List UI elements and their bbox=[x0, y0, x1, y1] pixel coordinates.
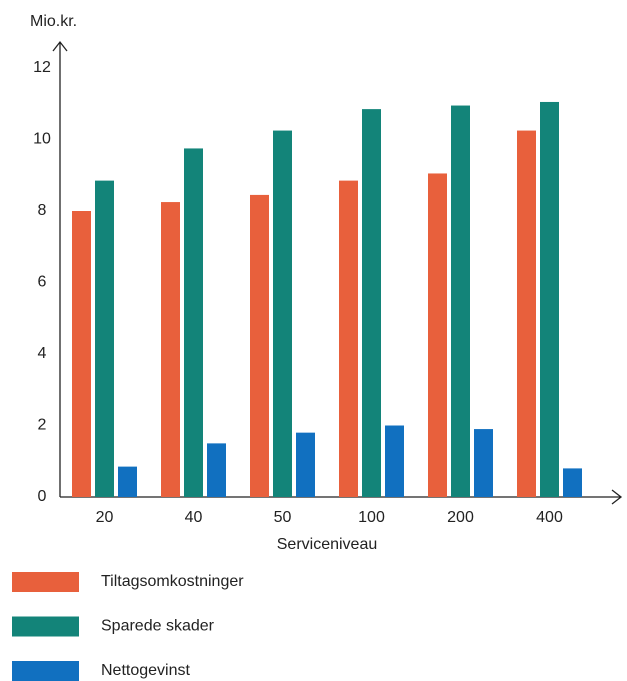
bar bbox=[250, 194, 269, 497]
legend-swatch bbox=[12, 572, 79, 592]
bar bbox=[362, 109, 381, 498]
bar bbox=[95, 180, 114, 498]
y-axis-title: Mio.kr. bbox=[30, 13, 77, 30]
legend-swatch bbox=[12, 661, 79, 681]
bar bbox=[296, 432, 315, 497]
bar bbox=[118, 466, 137, 497]
bar bbox=[563, 468, 582, 497]
bar bbox=[339, 180, 358, 498]
x-tick-label: 40 bbox=[185, 509, 203, 526]
bar bbox=[207, 443, 226, 497]
x-tick-label: 20 bbox=[96, 509, 114, 526]
bar bbox=[517, 130, 536, 497]
y-axis bbox=[52, 40, 68, 497]
legend-label: Nettogevinst bbox=[101, 662, 190, 679]
y-tick-label: 12 bbox=[33, 59, 51, 76]
bar bbox=[161, 202, 180, 497]
bar bbox=[184, 148, 203, 497]
y-tick-label: 4 bbox=[38, 345, 47, 362]
y-tick-label: 0 bbox=[38, 488, 47, 505]
bar bbox=[474, 429, 493, 497]
bar bbox=[273, 130, 292, 497]
x-tick-label: 400 bbox=[536, 509, 563, 526]
bar bbox=[540, 101, 559, 498]
y-tick-label: 6 bbox=[38, 274, 47, 291]
bar bbox=[72, 211, 91, 497]
y-tick-label: 10 bbox=[33, 131, 51, 148]
legend-label: Sparede skader bbox=[101, 618, 215, 635]
legend-swatch bbox=[12, 616, 79, 637]
legend-label: Tiltagsomkostninger bbox=[101, 573, 244, 590]
x-tick-label: 100 bbox=[358, 509, 385, 526]
y-tick-label: 8 bbox=[38, 202, 47, 219]
bar bbox=[428, 173, 447, 497]
x-tick-label: 50 bbox=[274, 509, 292, 526]
x-axis-title: Serviceniveau bbox=[277, 536, 378, 553]
y-tick-label: 2 bbox=[38, 417, 47, 434]
bar bbox=[451, 105, 470, 497]
x-tick-label: 200 bbox=[447, 509, 474, 526]
bar bbox=[385, 425, 404, 497]
